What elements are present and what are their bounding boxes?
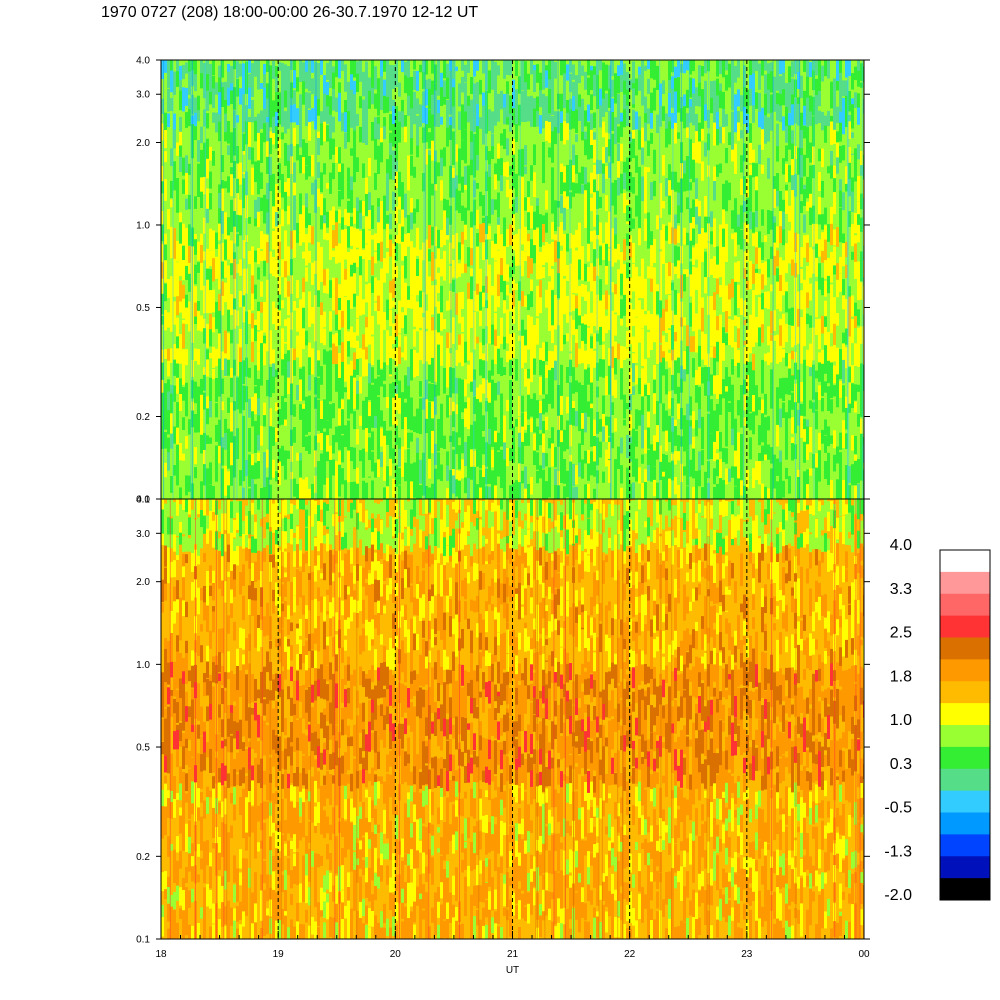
colorbar-label: 1.0 [890,712,912,729]
x-tick-label: 18 [155,949,167,960]
x-tick-label: 22 [624,949,636,960]
y-tick-label: 3.0 [136,90,150,101]
y-tick-label: 2.0 [136,138,150,149]
colorbar-label: -0.5 [884,800,912,817]
colorbar-swatch [940,768,990,792]
colorbar-swatch [940,812,990,835]
x-tick-label: 23 [741,949,753,960]
x-tick-label: 00 [858,949,870,960]
colorbar-label: 3.3 [890,581,912,598]
colorbar-label: 1.8 [890,668,912,685]
colorbar-swatch [940,615,990,639]
colorbar-swatch [940,659,990,682]
colorbar-swatch [940,593,990,617]
y-tick-label: 0.5 [136,743,150,754]
colorbar-swatch [940,834,990,857]
colorbar-label: -2.0 [884,887,912,904]
lower-spectrogram-panel [160,498,865,940]
colorbar-swatch [940,878,990,901]
y-tick-label: 1.0 [136,660,150,671]
colorbar-swatch [940,550,990,573]
y-tick-label: 4.0 [136,495,150,506]
x-tick-label: 19 [273,949,285,960]
y-tick-label: 3.0 [136,529,150,540]
x-tick-label: 21 [507,949,519,960]
y-tick-label: 0.2 [136,412,150,423]
y-tick-label: 0.1 [136,935,150,946]
y-tick-label: 0.2 [136,852,150,863]
colorbar-label: 4.0 [890,537,912,554]
colorbar-label: 2.5 [890,625,912,642]
x-axis-label: UT [506,965,519,976]
axes-layer: 4.03.02.01.00.50.20.14.03.02.01.00.50.20… [136,56,870,976]
y-tick-label: 0.1 [136,495,150,506]
colorbar-swatch [940,746,990,770]
colorbar-label: -1.3 [884,843,912,860]
colorbar-swatch [940,703,990,726]
chart-title: 1970 0727 (208) 18:00-00:00 26-30.7.1970… [101,4,479,21]
colorbar-label: 0.3 [890,756,912,773]
y-tick-label: 0.5 [136,303,150,314]
y-tick-label: 4.0 [136,56,150,67]
colorbar-swatch [940,637,990,660]
x-tick-label: 20 [390,949,402,960]
colorbar-swatch [940,725,990,748]
colorbar-swatch [940,681,990,704]
colorbar: 4.0 3.3 2.5 1.8 1.0 0.3 -0.5 -1.3 -2.0 [884,537,991,904]
colorbar-swatch [940,790,990,814]
y-tick-label: 2.0 [136,577,150,588]
y-tick-label: 1.0 [136,221,150,232]
colorbar-swatch [940,856,990,879]
upper-spectrogram-panel [160,59,865,500]
colorbar-swatch [940,571,990,595]
